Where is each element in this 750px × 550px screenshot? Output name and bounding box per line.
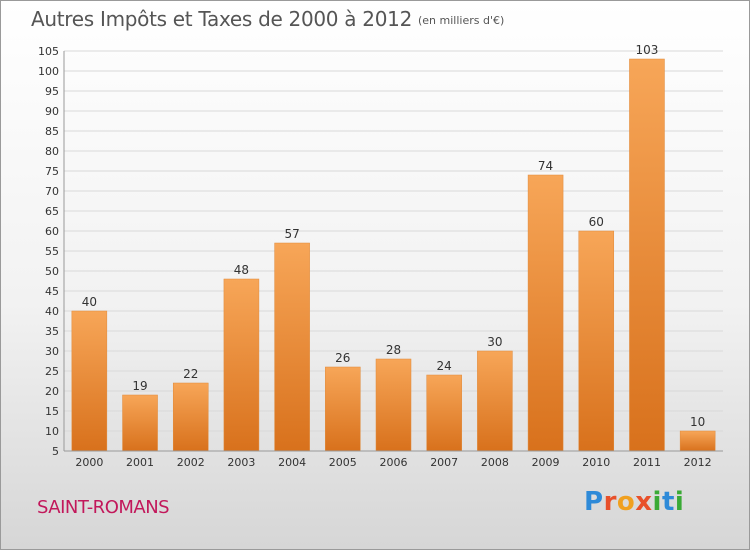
title-row: Autres Impôts et Taxes de 2000 à 2012 (en… [31, 7, 504, 31]
x-tick-label: 2012 [684, 456, 712, 469]
y-tick-label: 75 [45, 165, 59, 178]
logo-letter: r [603, 487, 617, 517]
y-axis-tick-labels: 5 10 15 20 25 30 35 40 45 50 55 60 65 70 75 80 85 90 95 100… [38, 45, 59, 458]
bar [477, 350, 513, 452]
y-tick-label: 50 [45, 265, 59, 278]
town-name: SAINT-ROMANS [37, 497, 170, 518]
bar [223, 278, 260, 452]
chart-subtitle: (en milliers d'€) [418, 14, 505, 27]
logo-letter: o [616, 487, 636, 517]
chart-title: Autres Impôts et Taxes de 2000 à 2012 [31, 7, 412, 31]
y-tick-label: 35 [45, 325, 59, 338]
bar-value-label: 103 [636, 43, 659, 57]
bar-value-label: 10 [690, 415, 705, 429]
x-tick-label: 2009 [532, 456, 560, 469]
y-tick-label: 60 [45, 225, 59, 238]
bars [71, 58, 716, 452]
y-tick-label: 80 [45, 145, 59, 158]
bar-value-label: 74 [538, 159, 553, 173]
bar [71, 310, 108, 452]
y-tick-label: 105 [38, 45, 59, 58]
proxiti-logo: Proxiti [584, 487, 684, 517]
x-tick-label: 2000 [75, 456, 103, 469]
x-tick-label: 2010 [582, 456, 610, 469]
x-tick-label: 2008 [481, 456, 509, 469]
x-tick-label: 2007 [430, 456, 458, 469]
y-tick-label: 85 [45, 125, 59, 138]
x-tick-label: 2003 [227, 456, 255, 469]
y-tick-label: 30 [45, 345, 59, 358]
bar [122, 394, 158, 452]
y-tick-label: 70 [45, 185, 59, 198]
x-tick-label: 2006 [380, 456, 408, 469]
logo-letter: P [584, 487, 604, 517]
logo-letter: x [635, 487, 653, 517]
bar [679, 430, 716, 452]
x-tick-label: 2004 [278, 456, 306, 469]
y-tick-label: 20 [45, 385, 59, 398]
bar-value-label: 24 [437, 359, 452, 373]
bar [629, 58, 665, 452]
bar-value-label: 30 [487, 335, 502, 349]
y-tick-label: 100 [38, 65, 59, 78]
bar-value-label: 40 [82, 295, 97, 309]
y-tick-label: 95 [45, 85, 59, 98]
bar [578, 230, 615, 452]
y-tick-label: 5 [52, 445, 59, 458]
y-tick-label: 25 [45, 365, 59, 378]
logo-letter: i [652, 487, 662, 517]
bar-value-label: 26 [335, 351, 350, 365]
x-tick-label: 2001 [126, 456, 154, 469]
x-axis-tick-labels: 2000 2001 2002 2003 2004 2005 2006 2007 2008 2009… [75, 456, 711, 469]
y-tick-label: 40 [45, 305, 59, 318]
bar-value-label: 57 [284, 227, 299, 241]
x-tick-label: 2005 [329, 456, 357, 469]
x-tick-label: 2011 [633, 456, 661, 469]
bar [274, 242, 310, 452]
bar [426, 374, 462, 452]
y-tick-label: 65 [45, 205, 59, 218]
bar-value-labels: 40 19 22 48 57 26 28 24 30 74 60 103 10 [82, 43, 706, 429]
y-tick-label: 45 [45, 285, 59, 298]
bar [375, 358, 412, 452]
y-tick-label: 55 [45, 245, 59, 258]
bar [527, 174, 564, 452]
y-tick-label: 15 [45, 405, 59, 418]
bar [325, 366, 361, 452]
logo-letter: i [674, 487, 685, 517]
bar-value-label: 48 [234, 263, 249, 277]
bar [172, 382, 209, 452]
x-tick-label: 2002 [177, 456, 205, 469]
bar-value-label: 60 [589, 215, 604, 229]
logo-letter: t [661, 487, 675, 517]
bar-value-label: 19 [132, 379, 147, 393]
y-tick-label: 10 [45, 425, 59, 438]
bar-value-label: 22 [183, 367, 198, 381]
bar-value-label: 28 [386, 343, 401, 357]
y-tick-label: 90 [45, 105, 59, 118]
